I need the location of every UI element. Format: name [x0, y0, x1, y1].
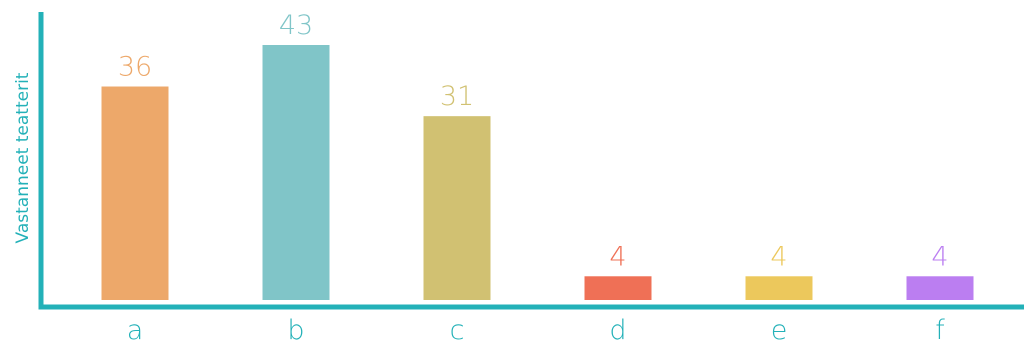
bars-group — [101, 45, 974, 301]
value-label-e: 4 — [770, 241, 787, 272]
value-label-b: 43 — [279, 10, 313, 41]
y-axis-title: Vastanneet teatterit — [13, 72, 33, 243]
value-label-a: 36 — [118, 52, 152, 83]
value-label-c: 31 — [440, 81, 474, 112]
bar-f — [906, 276, 974, 300]
x-tick-label-a: a — [127, 315, 144, 342]
bar-a — [101, 86, 169, 300]
bar-c — [423, 116, 491, 301]
value-label-f: 4 — [931, 241, 948, 272]
x-tick-label-f: f — [935, 315, 945, 342]
x-tick-label-b: b — [287, 315, 304, 342]
value-label-d: 4 — [609, 241, 626, 272]
x-tick-label-e: e — [771, 315, 788, 342]
value-labels-group: 36 43 31 4 4 4 — [118, 10, 949, 272]
bar-d — [584, 276, 652, 300]
bar-b — [262, 45, 330, 300]
x-tick-label-c: c — [450, 315, 465, 342]
bar-e — [745, 276, 813, 300]
x-tick-labels-group: a b c d e f — [127, 315, 946, 342]
x-tick-label-d: d — [609, 315, 626, 342]
